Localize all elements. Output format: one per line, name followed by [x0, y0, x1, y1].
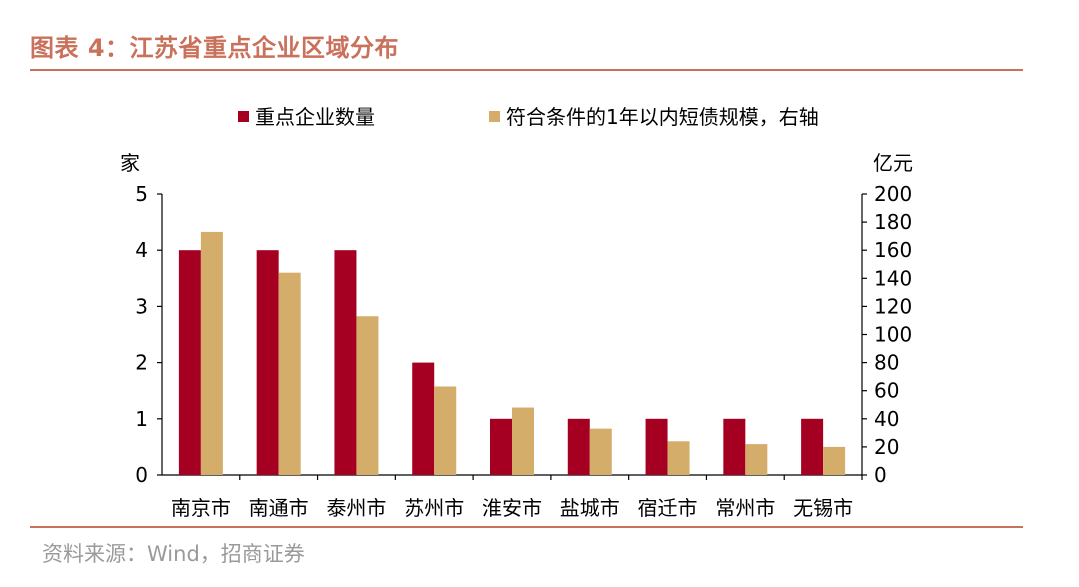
- right-tick-label: 80: [874, 351, 899, 375]
- right-tick-label: 160: [874, 238, 912, 262]
- x-tick-label: 盐城市: [560, 496, 620, 520]
- bar-series-2: [745, 444, 768, 475]
- legend-label-series-2: 符合条件的1年以内短债规模，右轴: [506, 105, 819, 129]
- left-tick-label: 4: [135, 238, 148, 262]
- left-tick-label: 2: [135, 351, 148, 375]
- bars: [178, 231, 846, 475]
- bar-series-2: [200, 231, 223, 475]
- bar-series-2: [589, 428, 612, 475]
- x-tick-label: 宿迁市: [638, 496, 698, 520]
- bar-series-1: [801, 418, 824, 475]
- bar-series-1: [178, 250, 201, 475]
- bar-series-2: [356, 316, 379, 475]
- legend-swatch-series-2: [489, 111, 500, 122]
- right-tick-label: 100: [874, 323, 912, 347]
- bar-series-2: [667, 441, 690, 475]
- right-tick-label: 40: [874, 407, 899, 431]
- x-tick-label: 南京市: [171, 496, 231, 520]
- bar-series-1: [645, 418, 668, 475]
- right-axis-ticks: 0 20 40 60 80 100 120 140 160 180 200: [862, 182, 912, 487]
- bar-series-1: [412, 362, 435, 475]
- left-tick-label: 3: [135, 294, 148, 318]
- x-tick-label: 无锡市: [793, 496, 853, 520]
- right-tick-label: 20: [874, 435, 899, 459]
- left-tick-label: 0: [135, 463, 148, 487]
- left-axis-ticks: 0 1 2 3 4 5: [135, 182, 162, 487]
- right-tick-label: 0: [874, 463, 887, 487]
- right-tick-label: 140: [874, 266, 912, 290]
- chart-title: 图表 4：江苏省重点企业区域分布: [30, 34, 400, 62]
- bar-series-1: [490, 418, 512, 475]
- x-tick-label: 泰州市: [326, 496, 386, 520]
- left-tick-label: 5: [135, 182, 148, 206]
- x-tick-label: 苏州市: [404, 496, 464, 520]
- footer-divider: [30, 526, 1023, 528]
- left-tick-label: 1: [135, 407, 148, 431]
- bar-series-1: [723, 418, 746, 475]
- bar-series-1: [567, 418, 590, 475]
- chart-legend: 重点企业数量 符合条件的1年以内短债规模，右轴: [238, 105, 819, 129]
- title-divider: [30, 69, 1023, 71]
- legend-label-series-1: 重点企业数量: [255, 105, 375, 129]
- bar-series-1: [256, 250, 279, 475]
- right-tick-label: 60: [874, 379, 899, 403]
- bar-series-2: [278, 272, 301, 475]
- bar-series-1: [334, 250, 357, 475]
- x-axis-labels: 南京市 南通市 泰州市 苏州市 淮安市 盐城市 宿迁市 常州市 无锡市: [171, 475, 863, 520]
- right-axis-unit: 亿元: [873, 151, 913, 175]
- left-axis-unit: 家: [120, 151, 140, 175]
- source-note: 资料来源：Wind，招商证券: [42, 542, 305, 566]
- right-tick-label: 200: [874, 182, 912, 206]
- bar-series-2: [434, 386, 457, 475]
- bar-series-2: [512, 407, 534, 475]
- right-tick-label: 180: [874, 210, 912, 234]
- x-tick-label: 南通市: [249, 496, 309, 520]
- bar-series-2: [823, 446, 846, 475]
- x-tick-label: 淮安市: [482, 496, 542, 520]
- x-tick-label: 常州市: [715, 496, 775, 520]
- legend-swatch-series-1: [238, 111, 249, 122]
- right-tick-label: 120: [874, 294, 912, 318]
